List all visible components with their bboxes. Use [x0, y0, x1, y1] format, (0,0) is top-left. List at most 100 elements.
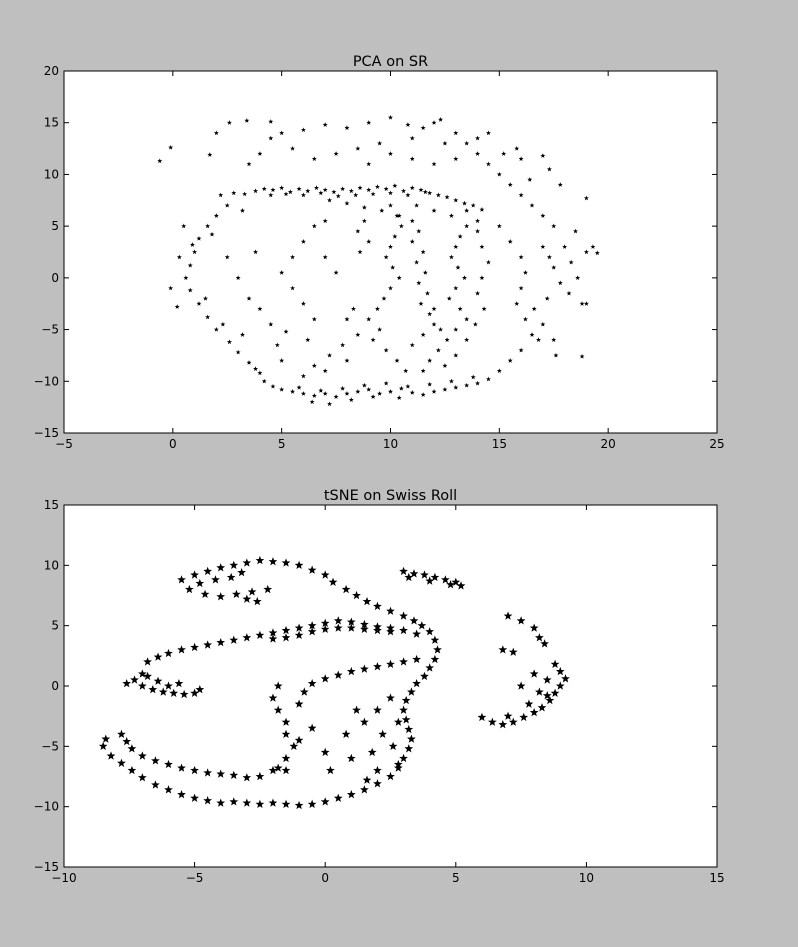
data-point: [388, 202, 393, 208]
data-point: [420, 368, 426, 374]
data-point: [388, 151, 393, 156]
data-point: [353, 192, 359, 198]
data-point: [481, 306, 487, 311]
title-tsne: tSNE on Swiss Roll: [324, 488, 457, 504]
data-point: [418, 187, 424, 193]
data-point: [427, 381, 433, 387]
data-point: [479, 206, 485, 212]
x-tick-label: 5: [278, 437, 286, 451]
y-tick-label: 5: [51, 619, 59, 633]
data-point: [583, 301, 589, 306]
data-point: [427, 311, 433, 317]
data-point: [568, 259, 574, 265]
data-point: [430, 572, 440, 582]
data-point: [341, 729, 351, 738]
data-point: [431, 208, 437, 213]
data-point: [281, 625, 291, 635]
data-point: [366, 316, 372, 322]
data-point: [203, 640, 213, 649]
data-point: [229, 560, 239, 570]
data-point: [381, 295, 387, 301]
plot-pca: PCA on SR −5 0 5 10 15 20 25 −15 −10 −5 0 5 10 15 20: [34, 54, 725, 451]
data-point: [403, 368, 409, 374]
data-point: [373, 662, 382, 671]
data-point: [475, 290, 481, 296]
data-point: [475, 218, 481, 224]
data-point: [190, 570, 199, 579]
data-point: [383, 254, 389, 260]
data-point: [516, 616, 526, 625]
data-point: [242, 798, 252, 807]
data-point: [281, 558, 291, 567]
data-point: [177, 790, 186, 799]
data-point: [216, 592, 226, 601]
data-point: [409, 239, 415, 244]
data-point: [388, 114, 393, 120]
data-point: [518, 192, 524, 198]
data-point: [412, 678, 421, 688]
data-point: [448, 378, 454, 384]
data-point: [550, 688, 560, 697]
data-point: [425, 627, 435, 636]
data-point: [158, 687, 168, 696]
data-point: [268, 192, 274, 198]
xticks-tsne: −10 −5 0 5 10 15: [51, 505, 725, 885]
data-point: [213, 130, 219, 136]
axes-pca: [63, 70, 718, 434]
data-point: [405, 122, 411, 127]
data-point: [540, 639, 549, 648]
data-point: [446, 295, 452, 301]
data-point: [242, 633, 252, 642]
data-point: [346, 666, 356, 676]
data-point: [148, 685, 158, 694]
data-point: [205, 314, 211, 320]
data-point: [346, 623, 356, 632]
data-point: [294, 800, 304, 810]
data-point: [216, 637, 226, 647]
data-point: [224, 202, 230, 208]
data-point: [544, 295, 550, 301]
data-point: [355, 228, 361, 234]
data-point: [427, 358, 433, 363]
y-tick-label: −10: [34, 374, 59, 388]
data-point: [399, 657, 408, 666]
data-point: [417, 621, 427, 630]
data-point: [546, 254, 552, 260]
data-point: [311, 223, 317, 229]
plot-tsne: tSNE on Swiss Roll −10 −5 0 5 10 15 −15−10−50…: [34, 488, 725, 885]
data-point: [399, 625, 408, 635]
data-point: [190, 765, 199, 775]
data-point: [386, 693, 395, 702]
data-point: [300, 373, 306, 379]
y-tick-label: −15: [34, 426, 59, 440]
data-point: [409, 390, 415, 395]
data-point: [300, 239, 306, 244]
data-point: [209, 231, 215, 237]
data-point: [422, 270, 428, 275]
data-point: [226, 120, 232, 125]
title-pca: PCA on SR: [353, 54, 428, 70]
data-point: [579, 353, 585, 359]
data-point: [373, 705, 382, 714]
data-point: [327, 197, 333, 203]
data-point: [529, 707, 539, 717]
data-point: [545, 695, 555, 705]
data-point: [409, 218, 415, 224]
data-point: [340, 385, 346, 391]
data-point: [518, 285, 524, 291]
data-point: [281, 717, 291, 726]
data-point: [183, 275, 189, 280]
data-point: [388, 285, 393, 291]
data-point: [370, 191, 376, 197]
data-point: [551, 337, 557, 343]
data-point: [187, 262, 193, 268]
data-point: [355, 332, 361, 337]
data-point: [366, 386, 372, 392]
data-point: [231, 190, 237, 196]
data-point: [487, 717, 497, 726]
data-point: [393, 759, 403, 769]
data-point: [246, 295, 252, 301]
data-point: [507, 182, 513, 187]
data-point: [242, 594, 252, 603]
data-point: [485, 376, 491, 382]
